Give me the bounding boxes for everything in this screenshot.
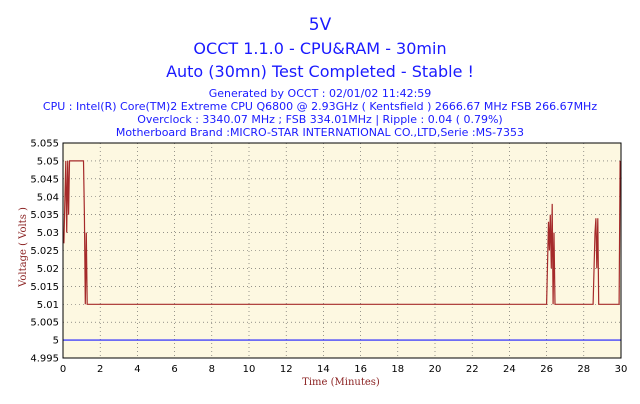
y-tick-label: 5.05 (37, 156, 59, 167)
x-axis-label: Time (Minutes) (302, 377, 380, 388)
x-tick-label: 0 (60, 364, 66, 375)
y-axis-label: Voltage ( Volts ) (18, 207, 29, 288)
x-tick-label: 22 (466, 364, 479, 375)
y-tick-label: 5.035 (30, 210, 59, 221)
chart-title: 5V (309, 15, 332, 35)
overclock-info: Overclock : 3340.07 MHz ; FSB 334.01MHz … (137, 113, 502, 126)
x-tick-label: 28 (577, 364, 590, 375)
x-tick-label: 30 (615, 364, 628, 375)
x-tick-label: 16 (354, 364, 367, 375)
y-tick-label: 5.005 (30, 318, 59, 329)
x-tick-label: 6 (171, 364, 177, 375)
y-tick-label: 5.04 (37, 192, 59, 203)
y-tick-label: 5.045 (30, 174, 59, 185)
x-tick-label: 24 (503, 364, 516, 375)
x-tick-label: 10 (243, 364, 256, 375)
x-tick-label: 4 (134, 364, 140, 375)
x-tick-label: 26 (540, 364, 553, 375)
voltage-series-line (63, 160, 622, 305)
plot-area (63, 143, 621, 358)
x-tick-label: 20 (429, 364, 442, 375)
y-tick-label: 4.995 (30, 354, 59, 365)
x-tick-label: 12 (280, 364, 293, 375)
y-tick-label: 5.015 (30, 282, 59, 293)
y-tick-label: 5.03 (37, 228, 59, 239)
plot-frame (62, 142, 622, 359)
x-tick-label: 14 (317, 364, 330, 375)
chart-subtitle-2: Auto (30mn) Test Completed - Stable ! (166, 62, 474, 81)
y-tick-label: 5.055 (30, 139, 59, 150)
cpu-info: CPU : Intel(R) Core(TM)2 Extreme CPU Q68… (43, 100, 597, 113)
y-tick-label: 5.02 (37, 264, 59, 275)
x-tick-label: 18 (391, 364, 404, 375)
generated-info: Generated by OCCT : 02/01/02 11:42:59 (209, 87, 432, 100)
y-tick-label: 5.025 (30, 246, 59, 257)
x-tick-label: 2 (97, 364, 103, 375)
motherboard-info: Motherboard Brand :MICRO-STAR INTERNATIO… (116, 126, 524, 139)
y-tick-label: 5 (53, 336, 59, 347)
x-tick-label: 8 (209, 364, 215, 375)
chart-subtitle-1: OCCT 1.1.0 - CPU&RAM - 30min (193, 39, 446, 58)
tick-labels: 5.055 5.05 5.045 5.04 5.035 5.03 5.025 5.02 5.01… (30, 139, 627, 376)
y-tick-label: 5.01 (37, 300, 59, 311)
